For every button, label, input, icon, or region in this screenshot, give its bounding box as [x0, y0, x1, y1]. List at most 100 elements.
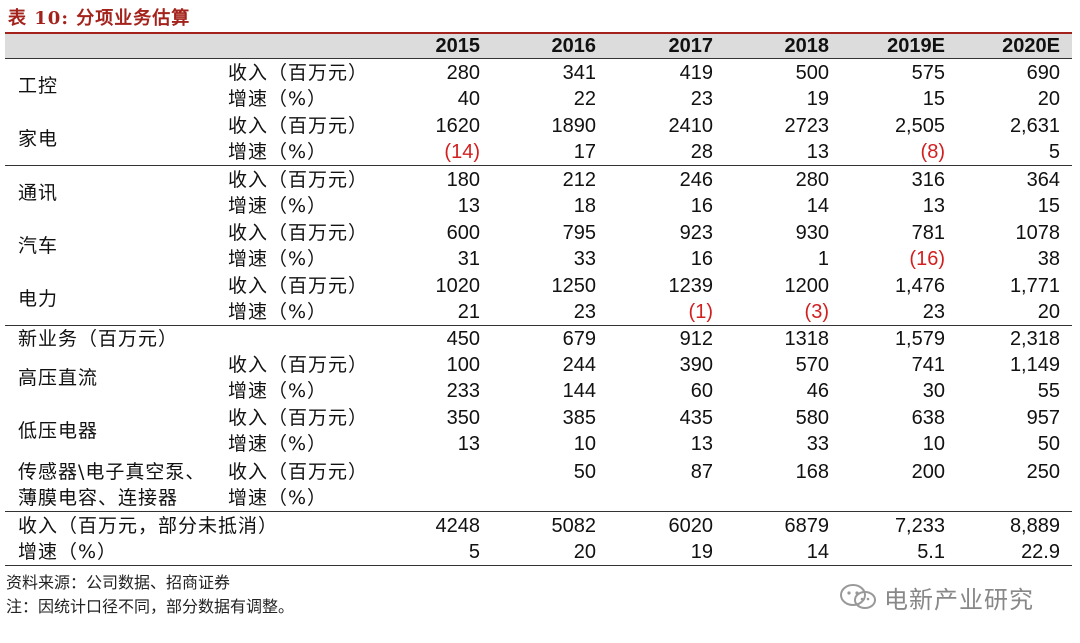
row-metric: 增速（%） — [228, 433, 328, 455]
table-cell: 5.1 — [917, 541, 945, 563]
table-cell: 5 — [1048, 141, 1060, 163]
table-cell: 13 — [457, 195, 480, 217]
table-cell: 1020 — [435, 275, 481, 297]
table-cell: 14 — [806, 195, 829, 217]
table-cell: 570 — [795, 354, 829, 376]
table-cell: 435 — [679, 407, 713, 429]
table-cell: 8,889 — [1009, 515, 1060, 537]
table-cell: 20 — [573, 541, 596, 563]
table-cell: 168 — [795, 461, 829, 483]
table-cell: 22.9 — [1021, 541, 1060, 563]
table-cell: 13 — [922, 195, 945, 217]
table-cell: 144 — [562, 380, 596, 402]
table-rule — [5, 565, 1072, 566]
table-cell: (3) — [804, 301, 829, 323]
row-metric: 增速（%） — [228, 380, 328, 402]
table-cell: 930 — [795, 222, 829, 244]
table-cell: 1078 — [1015, 222, 1061, 244]
row-metric: 增速（%） — [228, 88, 328, 110]
table-cell: 2,505 — [894, 115, 945, 137]
row-category: 家电 — [18, 128, 59, 150]
table-rule — [5, 511, 1072, 512]
table-cell: 450 — [446, 328, 480, 350]
table-cell: 500 — [795, 62, 829, 84]
row-metric: 增速（%） — [228, 301, 328, 323]
row-category: 工控 — [18, 75, 59, 97]
table-cell: 50 — [1037, 433, 1060, 455]
column-header: 2020E — [1002, 35, 1060, 57]
table-cell: 16 — [690, 248, 713, 270]
table-cell: 795 — [562, 222, 596, 244]
table-cell: 10 — [573, 433, 596, 455]
row-metric: 增速（%） — [228, 141, 328, 163]
table-cell: 31 — [457, 248, 480, 270]
row-metric: 收入（百万元） — [228, 354, 369, 376]
row-category: 传感器\电子真空泵、 — [18, 461, 206, 483]
row-category: 增速（%） — [18, 541, 118, 563]
table-cell: 23 — [573, 301, 596, 323]
table-cell: 690 — [1026, 62, 1060, 84]
table-cell: 2,318 — [1009, 328, 1060, 350]
row-metric: 收入（百万元） — [228, 275, 369, 297]
table-cell: (16) — [909, 248, 945, 270]
column-header: 2016 — [551, 35, 597, 57]
top-rule — [5, 32, 1072, 34]
table-cell: 7,233 — [894, 515, 945, 537]
table-cell: 679 — [562, 328, 596, 350]
table-cell: 350 — [446, 407, 480, 429]
table-cell: 13 — [806, 141, 829, 163]
table-cell: 19 — [806, 88, 829, 110]
row-metric: 收入（百万元） — [228, 222, 369, 244]
table-title: 表 10: 分项业务估算 — [8, 8, 191, 29]
table-cell: 580 — [795, 407, 829, 429]
table-cell: 23 — [922, 301, 945, 323]
table-cell: 575 — [911, 62, 945, 84]
row-category: 新业务（百万元） — [18, 328, 179, 350]
table-cell: (8) — [920, 141, 945, 163]
table-cell: 600 — [446, 222, 480, 244]
table-cell: 20 — [1037, 301, 1060, 323]
row-metric: 增速（%） — [228, 248, 328, 270]
table-cell: 6020 — [668, 515, 714, 537]
row-category: 通讯 — [18, 182, 59, 204]
table-cell: 280 — [446, 62, 480, 84]
column-header: 2018 — [784, 35, 830, 57]
table-rule — [5, 165, 1072, 166]
table-cell: 385 — [562, 407, 596, 429]
row-category: 低压电器 — [18, 420, 99, 442]
table-cell: 1,771 — [1009, 275, 1060, 297]
table-cell: 246 — [679, 169, 713, 191]
table-cell: 60 — [690, 380, 713, 402]
row-category: 电力 — [18, 288, 59, 310]
row-metric: 收入（百万元） — [228, 115, 369, 137]
table-cell: 1,149 — [1009, 354, 1060, 376]
table-cell: 33 — [806, 433, 829, 455]
table-cell: 364 — [1026, 169, 1060, 191]
table-cell: 20 — [1037, 88, 1060, 110]
table-cell: 280 — [795, 169, 829, 191]
table-cell: 50 — [573, 461, 596, 483]
column-header: 2015 — [435, 35, 481, 57]
table-cell: 180 — [446, 169, 480, 191]
column-header: 2019E — [887, 35, 945, 57]
table-cell: 100 — [446, 354, 480, 376]
table-cell: 23 — [690, 88, 713, 110]
table-cell: 16 — [690, 195, 713, 217]
column-header: 2017 — [668, 35, 714, 57]
table-cell: 15 — [1037, 195, 1060, 217]
table-cell: 1239 — [668, 275, 714, 297]
table-cell: 741 — [911, 354, 945, 376]
table-cell: 4248 — [435, 515, 481, 537]
table-cell: 13 — [457, 433, 480, 455]
table-cell: 341 — [562, 62, 596, 84]
table-cell: 14 — [806, 541, 829, 563]
table-cell: 419 — [679, 62, 713, 84]
table-cell: 2723 — [784, 115, 830, 137]
table-cell: 87 — [690, 461, 713, 483]
watermark-text: 电新产业研究 — [884, 586, 1034, 614]
table-cell: 1318 — [784, 328, 830, 350]
table-rule — [5, 325, 1072, 326]
table-cell: 250 — [1026, 461, 1060, 483]
table-cell: 5 — [468, 541, 480, 563]
table-cell: 33 — [573, 248, 596, 270]
